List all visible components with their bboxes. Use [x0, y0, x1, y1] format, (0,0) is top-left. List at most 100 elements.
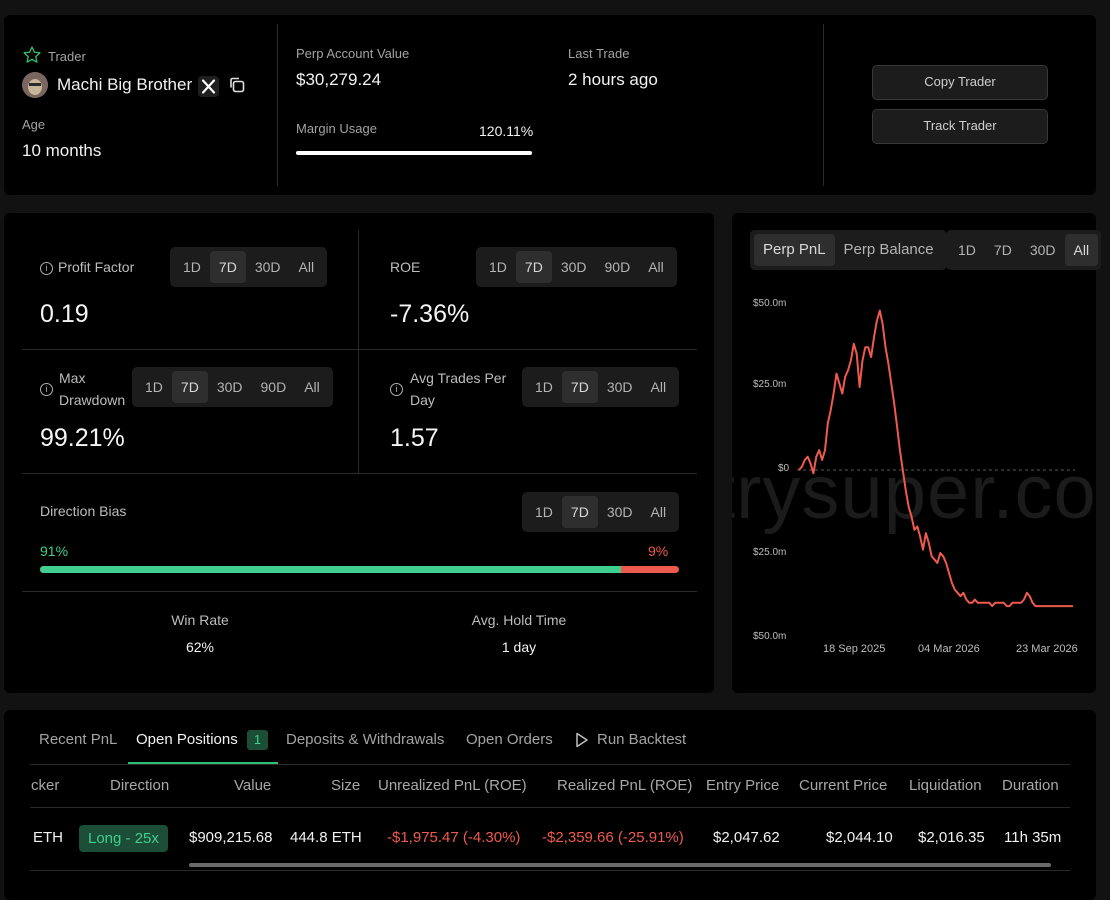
stats-card	[4, 213, 714, 693]
avg-hold-time-label: Avg. Hold Time	[471, 612, 567, 628]
direction-badge: Long - 25x	[79, 825, 168, 852]
range-30d[interactable]: 30D	[1029, 242, 1056, 258]
cell-value: $909,215.68	[189, 829, 273, 846]
trader-name: Machi Big Brother	[57, 75, 193, 94]
profit-factor-range-1d[interactable]: 1D	[183, 259, 201, 275]
column-header-unrealized-pnl[interactable]: Unrealized PnL (ROE)	[378, 777, 527, 794]
cell-liquidation: $2,016.35	[918, 829, 985, 846]
y-tick-label: $0	[778, 463, 790, 474]
cell-realized-pnl: -$2,359.66 (-25.91%)	[542, 829, 684, 846]
info-icon[interactable]: i	[40, 381, 58, 399]
column-header-value[interactable]: Value	[234, 777, 272, 794]
pnl-chart-card: trysuper.co	[732, 213, 1096, 693]
info-icon[interactable]: i	[390, 381, 408, 399]
age-value: 10 months	[22, 141, 102, 160]
range-all[interactable]: All	[1064, 234, 1099, 266]
max-drawdown-label-line1: Max	[59, 370, 86, 386]
divider	[358, 230, 359, 473]
profit-factor-range-all[interactable]: All	[298, 259, 315, 275]
column-header-direction[interactable]: Direction	[110, 777, 170, 794]
tab-perp-balance[interactable]: Perp Balance	[843, 241, 934, 258]
trader-summary-card	[4, 15, 1096, 195]
divider	[22, 473, 697, 474]
tab-run-backtest[interactable]: Run Backtest	[597, 731, 687, 748]
roe-label: ROE	[390, 259, 421, 275]
track-trader-button[interactable]: Track Trader	[872, 109, 1048, 144]
max-drawdown-range-7d[interactable]: 7D	[171, 371, 208, 403]
avg-trades-label-line1: Avg Trades Per	[410, 370, 507, 386]
cell-current-price: $2,044.10	[826, 829, 893, 846]
roe-range-1d[interactable]: 1D	[489, 259, 507, 275]
avg-trades-range-all[interactable]: All	[650, 379, 667, 395]
positions-card	[4, 710, 1096, 900]
x-tick-label: 18 Sep 2025	[823, 643, 886, 655]
divider	[22, 591, 697, 592]
avg-trades-range-30d[interactable]: 30D	[606, 379, 633, 395]
roe-range-30d[interactable]: 30D	[560, 259, 587, 275]
cell-ticker: ETH	[33, 829, 63, 846]
column-header-duration[interactable]: Duration	[1002, 777, 1059, 794]
avg-trades-range-1d[interactable]: 1D	[535, 379, 553, 395]
direction-bias-long-fill	[40, 566, 622, 573]
avg-trades-range-7d[interactable]: 7D	[561, 371, 598, 403]
avg-hold-time-value: 1 day	[501, 639, 537, 655]
max-drawdown-range-30d[interactable]: 30D	[216, 379, 243, 395]
margin-usage-value: 120.11%	[479, 123, 534, 139]
cell-duration: 11h 35m	[1004, 829, 1062, 846]
copy-trader-button[interactable]: Copy Trader	[872, 65, 1048, 100]
direction-bias-range-all[interactable]: All	[650, 504, 667, 520]
avg-trades-label-line2: Day	[410, 392, 435, 408]
column-header-current-price[interactable]: Current Price	[799, 777, 888, 794]
x-social-icon[interactable]	[198, 76, 219, 97]
roe-range-all[interactable]: All	[648, 259, 664, 275]
divider	[30, 870, 1070, 871]
tab-deposits-withdrawals[interactable]: Deposits & Withdrawals	[286, 731, 445, 748]
cell-unrealized-pnl: -$1,975.47 (-4.30%)	[387, 829, 521, 846]
max-drawdown-range-all[interactable]: All	[304, 379, 320, 395]
column-header-realized-pnl[interactable]: Realized PnL (ROE)	[557, 777, 693, 794]
profit-factor-range-7d[interactable]: 7D	[209, 251, 246, 283]
trader-label: Trader	[48, 49, 86, 64]
short-percent: 9%	[648, 543, 669, 559]
tab-open-orders[interactable]: Open Orders	[466, 731, 553, 748]
range-7d[interactable]: 7D	[993, 242, 1012, 258]
range-1d[interactable]: 1D	[958, 242, 976, 258]
direction-bias-label: Direction Bias	[40, 503, 127, 519]
horizontal-scrollbar[interactable]	[189, 863, 1051, 867]
max-drawdown-range-selector: 1D 7D 30D 90D All	[132, 367, 333, 407]
column-header-entry-price[interactable]: Entry Price	[706, 777, 780, 794]
tab-recent-pnl[interactable]: Recent PnL	[39, 731, 118, 748]
max-drawdown-value: 99.21%	[40, 424, 125, 452]
avg-trades-range-selector: 1D 7D 30D All	[522, 367, 680, 407]
info-icon[interactable]: i	[40, 261, 53, 275]
tab-perp-pnl[interactable]: Perp PnL	[754, 234, 835, 266]
long-percent: 91%	[40, 543, 69, 559]
copy-address-icon[interactable]	[228, 76, 246, 99]
roe-range-7d[interactable]: 7D	[515, 251, 552, 283]
column-header-ticker[interactable]: cker	[31, 777, 60, 794]
max-drawdown-range-90d[interactable]: 90D	[260, 379, 287, 395]
direction-bias-range-1d[interactable]: 1D	[535, 504, 553, 520]
roe-range-90d[interactable]: 90D	[604, 259, 631, 275]
divider	[823, 24, 824, 186]
cell-entry-price: $2,047.62	[713, 829, 780, 846]
last-trade-value: 2 hours ago	[568, 70, 658, 89]
y-tick-label: $50.0m	[753, 631, 787, 642]
max-drawdown-range-1d[interactable]: 1D	[145, 379, 163, 395]
direction-bias-range-7d[interactable]: 7D	[561, 496, 598, 528]
age-label: Age	[22, 117, 46, 132]
tab-open-positions[interactable]: Open Positions	[136, 731, 238, 748]
direction-bias-range-30d[interactable]: 30D	[606, 504, 633, 520]
play-icon[interactable]	[575, 732, 589, 753]
y-tick-label: $50.0m	[753, 298, 787, 309]
star-icon[interactable]	[22, 45, 42, 70]
pnl-series-line	[798, 309, 1073, 608]
column-header-liquidation[interactable]: Liquidation	[909, 777, 982, 794]
open-positions-count-badge: 1	[247, 730, 268, 750]
roe-value: -7.36%	[390, 300, 470, 328]
column-header-size[interactable]: Size	[331, 777, 361, 794]
margin-usage-track	[296, 151, 532, 155]
max-drawdown-label-line2: Drawdown	[59, 392, 126, 408]
divider	[277, 24, 278, 186]
profit-factor-range-30d[interactable]: 30D	[254, 259, 281, 275]
